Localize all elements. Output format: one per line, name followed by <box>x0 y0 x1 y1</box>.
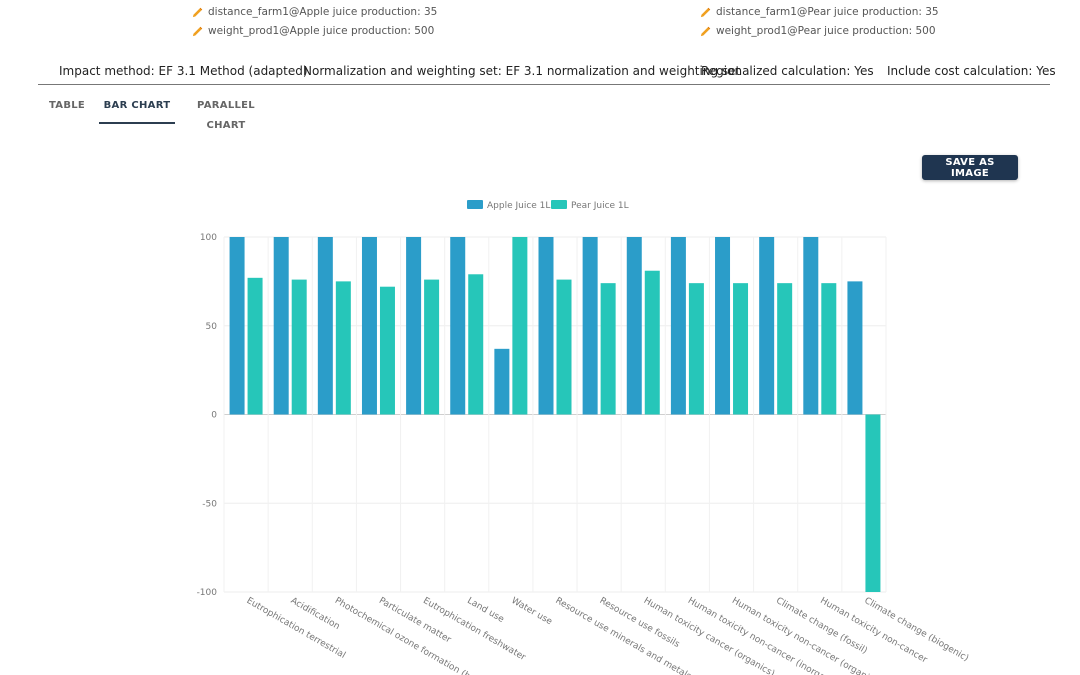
bar <box>450 237 466 415</box>
bar <box>715 237 731 415</box>
y-tick-label: -50 <box>202 499 217 509</box>
bar <box>424 279 440 415</box>
bar <box>759 237 775 415</box>
bar <box>733 283 749 415</box>
tab-table[interactable]: TABLE <box>48 100 86 111</box>
parameter-label: weight_prod1@Pear juice production: 500 <box>716 25 936 37</box>
bar <box>847 281 863 415</box>
bar <box>512 237 528 415</box>
bar <box>777 283 793 415</box>
parameter-label: weight_prod1@Apple juice production: 500 <box>208 25 435 37</box>
legend-label: Pear Juice 1L <box>571 201 629 211</box>
pencil-icon[interactable] <box>192 7 203 18</box>
bar <box>865 414 881 592</box>
calculation-info-bar: Impact method: EF 3.1 Method (adapted) N… <box>38 60 1056 85</box>
bar <box>688 283 704 415</box>
regionalized-label: Regionalized calculation: Yes <box>701 64 874 78</box>
bar <box>644 270 660 415</box>
bar <box>582 237 598 415</box>
bar <box>335 281 351 415</box>
tab-bar-chart[interactable]: BAR CHART <box>99 96 175 124</box>
legend-label: Apple Juice 1L <box>487 201 550 211</box>
bar <box>626 237 642 415</box>
save-as-image-button[interactable]: SAVE AS IMAGE <box>922 155 1018 180</box>
bar <box>406 237 422 415</box>
bar <box>229 237 245 415</box>
y-tick-label: 50 <box>206 322 218 332</box>
bar <box>821 283 837 415</box>
bar <box>468 274 484 415</box>
bar <box>556 279 572 415</box>
bar <box>670 237 686 415</box>
chart-legend: Apple Juice 1L Pear Juice 1L <box>467 200 629 211</box>
y-tick-label: -100 <box>197 588 218 598</box>
parameter-item[interactable]: weight_prod1@Apple juice production: 500 <box>192 25 434 37</box>
bar <box>494 348 510 415</box>
bar <box>379 286 395 415</box>
x-tick-label: Particulate matter <box>377 596 453 646</box>
pencil-icon[interactable] <box>192 26 203 37</box>
bar <box>317 237 333 415</box>
pencil-icon[interactable] <box>700 26 711 37</box>
tab-parallel-chart[interactable]: PARALLEL CHART <box>197 100 255 131</box>
bar <box>291 279 307 415</box>
y-tick-label: 100 <box>200 233 217 243</box>
bar <box>600 283 616 415</box>
parameter-item[interactable]: distance_farm1@Pear juice production: 35 <box>700 6 939 18</box>
parameter-item[interactable]: weight_prod1@Pear juice production: 500 <box>700 25 936 37</box>
bar <box>803 237 819 415</box>
normalization-label: Normalization and weighting set: EF 3.1 … <box>303 64 741 78</box>
parameter-label: distance_farm1@Pear juice production: 35 <box>716 6 939 18</box>
bar <box>538 237 554 415</box>
bar <box>361 237 377 415</box>
x-tick-label: Water use <box>509 596 554 628</box>
impact-method-label: Impact method: EF 3.1 Method (adapted) <box>59 64 308 78</box>
bar-chart: Apple Juice 1L Pear Juice 1L 100 50 0 -50 -100… <box>197 200 970 675</box>
legend-swatch <box>551 200 567 209</box>
x-tick-label: Photochemical ozone formation (hum <box>333 596 484 675</box>
pencil-icon[interactable] <box>700 7 711 18</box>
x-tick-label: Land use <box>465 596 506 625</box>
legend-swatch <box>467 200 483 209</box>
bar <box>247 277 263 415</box>
parameter-label: distance_farm1@Apple juice production: 3… <box>208 6 438 18</box>
y-tick-label: 0 <box>211 411 217 421</box>
bar <box>273 237 289 415</box>
cost-calculation-label: Include cost calculation: Yes <box>887 64 1056 78</box>
parameter-list: distance_farm1@Apple juice production: 3… <box>0 0 1080 50</box>
parameter-item[interactable]: distance_farm1@Apple juice production: 3… <box>192 6 437 18</box>
